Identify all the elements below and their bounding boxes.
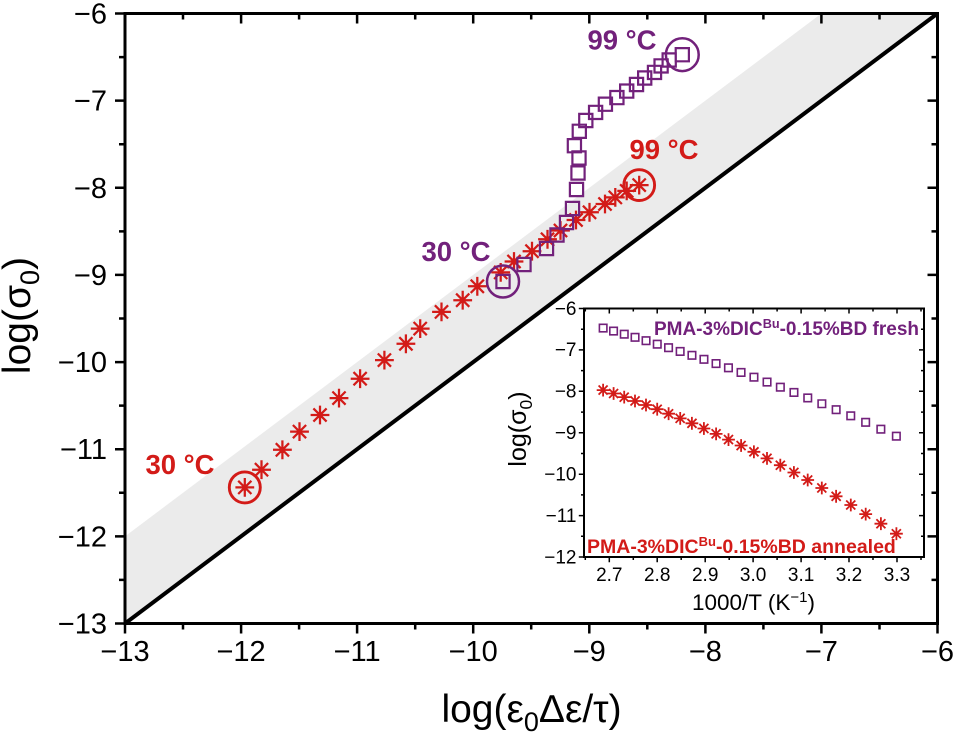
svg-text:3.2: 3.2 bbox=[836, 565, 862, 586]
svg-text:−10: −10 bbox=[449, 636, 498, 668]
svg-text:3.3: 3.3 bbox=[884, 565, 910, 586]
svg-text:−6: −6 bbox=[74, 0, 107, 31]
svg-text:−11: −11 bbox=[60, 434, 107, 466]
svg-text:30 °C: 30 °C bbox=[145, 449, 214, 480]
svg-text:−8: −8 bbox=[74, 173, 107, 205]
svg-text:2.8: 2.8 bbox=[644, 565, 670, 586]
svg-text:30 °C: 30 °C bbox=[421, 236, 490, 267]
svg-text:3.1: 3.1 bbox=[788, 565, 814, 586]
svg-text:−7: −7 bbox=[805, 636, 838, 668]
svg-text:−9: −9 bbox=[555, 423, 577, 444]
svg-text:PMA-3%DICBu-0.15%BD fresh: PMA-3%DICBu-0.15%BD fresh bbox=[654, 317, 919, 340]
svg-text:log(ε0Δε/τ): log(ε0Δε/τ) bbox=[441, 688, 621, 734]
svg-text:−11: −11 bbox=[546, 506, 577, 527]
svg-text:−8: −8 bbox=[689, 636, 722, 668]
svg-text:−10: −10 bbox=[544, 465, 576, 486]
svg-text:−10: −10 bbox=[58, 347, 107, 379]
svg-text:−12: −12 bbox=[58, 521, 107, 553]
svg-text:2.9: 2.9 bbox=[692, 565, 718, 586]
svg-text:−12: −12 bbox=[216, 636, 265, 668]
svg-text:−12: −12 bbox=[544, 547, 576, 568]
svg-text:PMA-3%DICBu-0.15%BD annealed: PMA-3%DICBu-0.15%BD annealed bbox=[587, 534, 896, 558]
svg-text:99 °C: 99 °C bbox=[629, 134, 698, 165]
svg-text:−7: −7 bbox=[74, 86, 107, 118]
svg-text:99 °C: 99 °C bbox=[587, 25, 656, 56]
svg-text:−11: −11 bbox=[334, 636, 381, 668]
svg-text:−6: −6 bbox=[555, 299, 577, 320]
svg-text:−9: −9 bbox=[74, 260, 107, 292]
svg-text:−13: −13 bbox=[58, 609, 107, 641]
svg-text:−7: −7 bbox=[555, 340, 577, 361]
svg-text:3.0: 3.0 bbox=[740, 565, 766, 586]
svg-text:−6: −6 bbox=[921, 636, 954, 668]
svg-text:−8: −8 bbox=[555, 382, 577, 403]
svg-text:−13: −13 bbox=[100, 636, 149, 668]
svg-text:2.7: 2.7 bbox=[596, 565, 622, 586]
svg-text:−9: −9 bbox=[573, 636, 606, 668]
